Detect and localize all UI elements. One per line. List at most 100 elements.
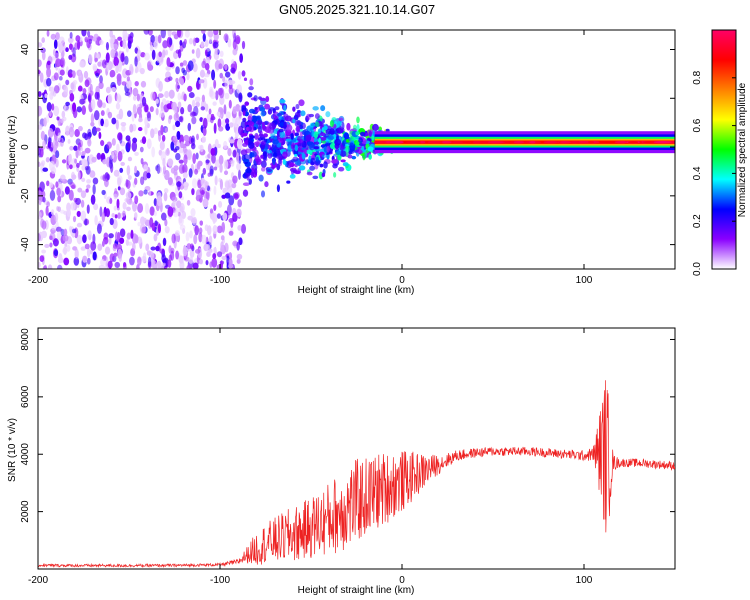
spectrogram-cell bbox=[41, 50, 46, 61]
spectrogram-cell bbox=[130, 229, 134, 239]
spectrogram-cell bbox=[259, 154, 264, 160]
spectrogram-cell bbox=[110, 87, 117, 92]
spectrogram-cell bbox=[267, 152, 273, 159]
spectrogram-cell bbox=[236, 208, 242, 218]
spectrogram-cell bbox=[60, 58, 64, 66]
spectrogram-cell bbox=[241, 223, 247, 234]
spectrogram-cell bbox=[319, 132, 326, 137]
spectrogram-cell bbox=[76, 39, 81, 50]
spectrogram-cell bbox=[55, 150, 60, 159]
spectrogram-cell bbox=[155, 245, 160, 252]
spectrogram-cell bbox=[91, 156, 97, 163]
spectrogram-cell bbox=[116, 175, 123, 184]
spectrogram-cell bbox=[111, 151, 115, 160]
spectrogram-cell bbox=[56, 230, 62, 241]
spectrogram-cell bbox=[90, 241, 97, 251]
spectrogram-cell bbox=[177, 48, 182, 59]
spectrogram-cell bbox=[179, 40, 183, 46]
spectrogram-cell bbox=[242, 189, 249, 197]
spectrogram-cell bbox=[50, 209, 55, 216]
spectrogram-cell bbox=[201, 94, 206, 103]
spectrogram-cell bbox=[136, 93, 141, 102]
spectrogram-cell bbox=[171, 233, 176, 244]
spectrogram-cell bbox=[259, 107, 266, 112]
spectrogram-cell bbox=[233, 193, 239, 200]
spectrogram-cell bbox=[529, 140, 536, 144]
spectrogram-cell bbox=[63, 257, 70, 266]
spectrogram-cell bbox=[186, 149, 193, 161]
spectrogram-cell bbox=[236, 162, 242, 171]
spectrogram-cell bbox=[294, 111, 301, 118]
spectrogram-cell bbox=[92, 177, 99, 185]
spectrogram-cell bbox=[147, 64, 154, 71]
spectrogram-cell bbox=[111, 117, 117, 125]
spectrogram-cell bbox=[84, 79, 90, 88]
spectrogram-cell bbox=[79, 60, 85, 68]
spectrogram-cell bbox=[87, 230, 92, 241]
spectrogram-cell bbox=[247, 141, 255, 149]
spectrogram-cell bbox=[85, 188, 89, 193]
spectrogram-cell bbox=[299, 124, 304, 130]
spectrogram-cell bbox=[65, 79, 70, 86]
spectrogram-cell bbox=[149, 106, 154, 113]
spectrogram-cell bbox=[234, 122, 238, 128]
spectrogram-cell bbox=[253, 141, 260, 146]
spectrogram-cell bbox=[167, 206, 174, 218]
spectrogram-cell bbox=[69, 31, 73, 39]
spectrogram-cell bbox=[192, 37, 197, 47]
snr-x-tick-label: -200 bbox=[28, 575, 48, 586]
spectrogram-cell bbox=[253, 95, 258, 102]
spectrogram-cell bbox=[115, 65, 119, 74]
spectrogram-cell bbox=[201, 179, 208, 191]
snr-x-tick-label: -100 bbox=[210, 575, 230, 586]
spectrogram-cell bbox=[40, 160, 46, 166]
spectrogram-cell bbox=[543, 140, 560, 144]
spectrogram-cell bbox=[160, 107, 165, 118]
snr-panel: -200 -100 0 100 2000 4000 6000 8000 Height of … bbox=[7, 327, 676, 596]
spectrogram-cell bbox=[206, 225, 212, 236]
spectrogram-cell bbox=[335, 150, 341, 155]
spectrogram-cell bbox=[38, 91, 42, 98]
spectrogram-cell bbox=[192, 262, 199, 269]
spectrogram-cell bbox=[55, 32, 60, 40]
spectrogram-cell bbox=[314, 159, 321, 166]
spectrogram-cell bbox=[282, 158, 286, 166]
spectrogram-cell bbox=[242, 182, 250, 186]
spectrogram-cell bbox=[261, 121, 265, 130]
spectrogram-cell bbox=[146, 138, 152, 150]
spectrogram-cell bbox=[224, 192, 231, 199]
spectrogram-cell bbox=[178, 215, 183, 224]
spectrogram-cell bbox=[109, 253, 115, 263]
spectrogram-cell bbox=[86, 184, 91, 189]
spectrogram-cell bbox=[58, 253, 63, 264]
spectrogram-cell bbox=[97, 61, 102, 67]
spectrogram-cell bbox=[82, 132, 87, 139]
spectrogram-cell bbox=[109, 69, 116, 78]
spectrogram-cell bbox=[222, 76, 226, 83]
spectrogram-cell bbox=[306, 171, 313, 176]
spectrogram-cell bbox=[228, 230, 234, 236]
spectrogram-cell bbox=[92, 37, 97, 42]
spectrogram-cell bbox=[86, 179, 92, 184]
spectrogram-cell bbox=[186, 72, 190, 81]
spectrogram-cell bbox=[123, 32, 129, 38]
spectrogram-cell bbox=[368, 153, 372, 160]
spectrogram-cell bbox=[185, 140, 191, 147]
spectrogram-cell bbox=[147, 256, 152, 268]
spectrogram-cell bbox=[238, 237, 243, 246]
spectrogram-cell bbox=[162, 237, 167, 247]
colorbar-label: Normalized spectral amplitude bbox=[737, 82, 748, 217]
spectrogram-cell bbox=[183, 154, 188, 165]
spectrogram-cell bbox=[149, 44, 154, 52]
spectrogram-cell bbox=[50, 33, 56, 40]
spectrogram-cell bbox=[66, 209, 72, 217]
spectrogram-cell bbox=[102, 174, 106, 182]
spectrogram-cell bbox=[114, 261, 121, 269]
spectrogram-cell bbox=[297, 135, 302, 143]
spectrogram-cell bbox=[189, 111, 196, 118]
spectrogram-cell bbox=[149, 206, 155, 216]
spectrogram-cell bbox=[189, 249, 195, 258]
spectrogram-cell bbox=[87, 138, 92, 147]
spectrogram-cell bbox=[146, 250, 152, 256]
spectrogram-cell bbox=[119, 187, 126, 196]
